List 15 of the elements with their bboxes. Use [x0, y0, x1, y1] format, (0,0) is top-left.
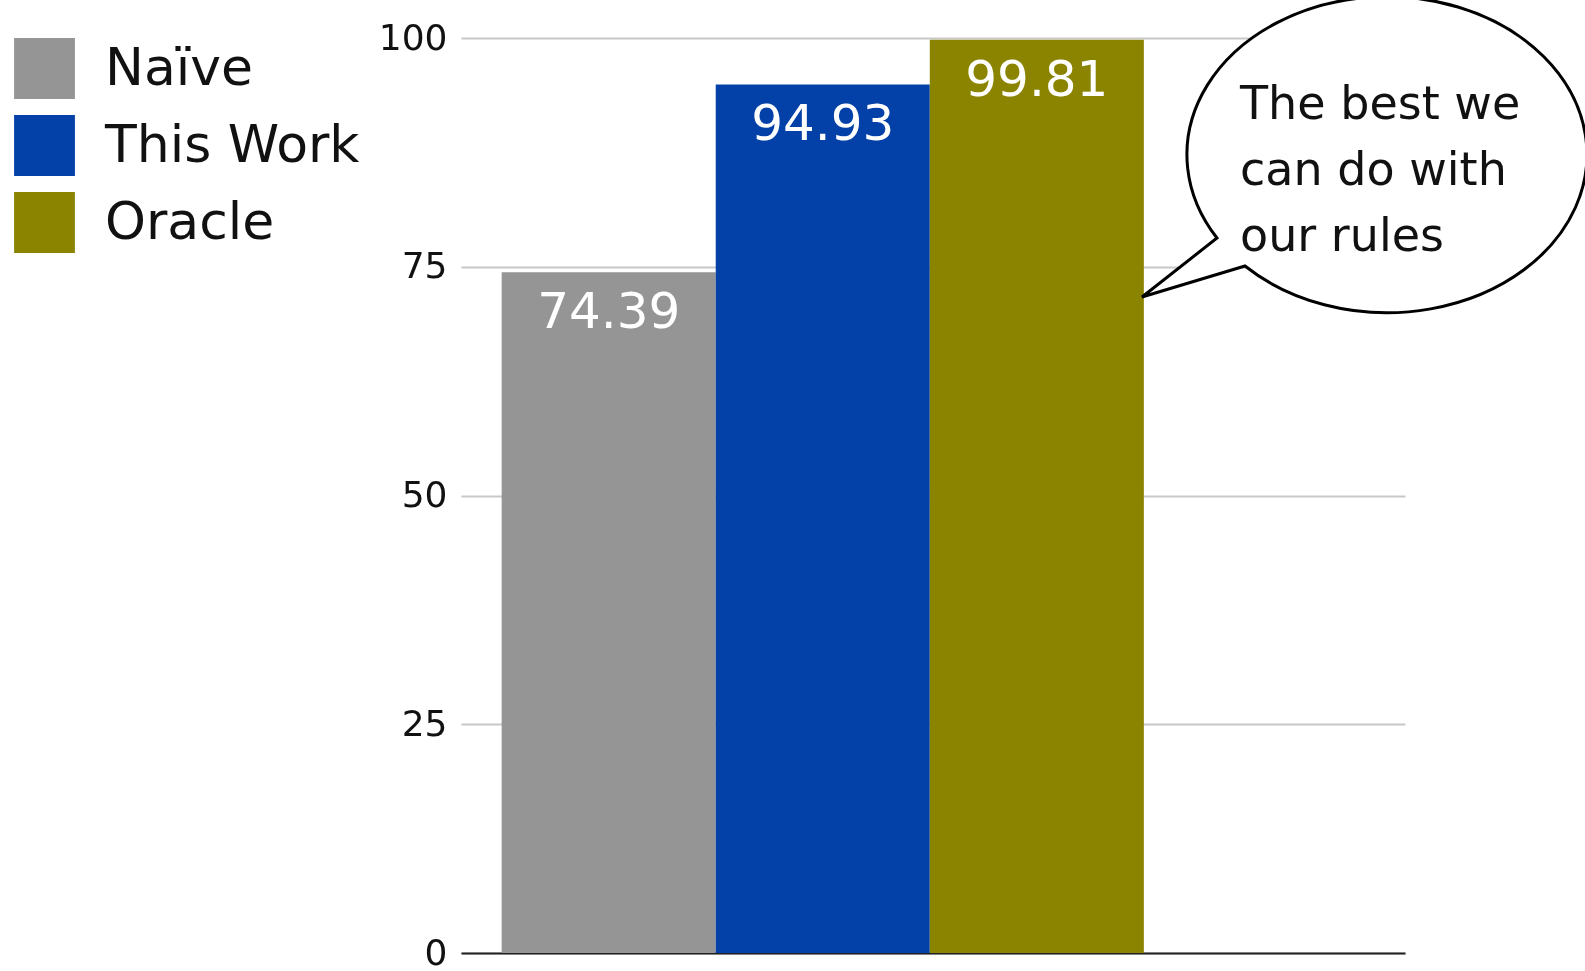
y-tick-label: 25 [401, 702, 448, 744]
y-tick-label: 75 [401, 245, 448, 287]
legend-label: This Work [104, 113, 360, 174]
y-tick-label: 0 [424, 931, 448, 971]
bar [501, 272, 716, 953]
legend-label: Oracle [105, 190, 275, 251]
bar [929, 39, 1144, 953]
data-label: 99.81 [965, 49, 1109, 108]
bar [715, 84, 930, 953]
data-label: 74.39 [537, 282, 681, 341]
annotation: The best we can do with our rules [1240, 75, 1522, 264]
y-tick-label: 100 [378, 16, 448, 58]
y-tick-label: 50 [401, 474, 448, 515]
data-label: 94.93 [751, 94, 895, 153]
legend-label: Naïve [105, 36, 253, 97]
